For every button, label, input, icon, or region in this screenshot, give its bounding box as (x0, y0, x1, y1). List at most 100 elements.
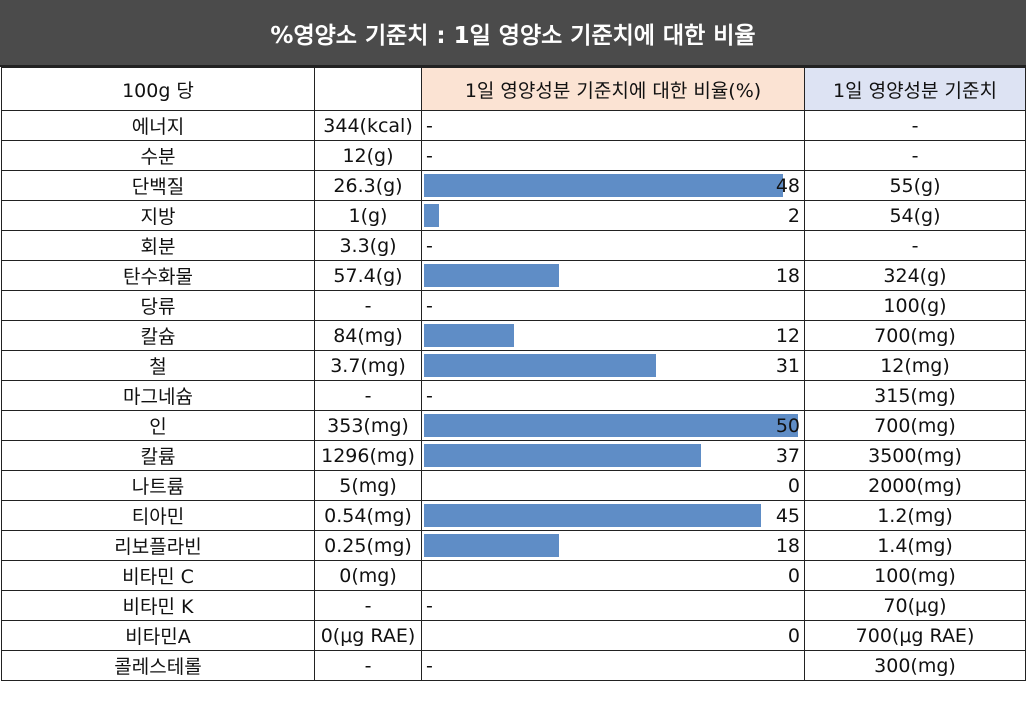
nutrient-name: 나트륨 (1, 470, 315, 501)
percent-value: 18 (775, 534, 800, 557)
nutrient-name: 칼슘 (1, 320, 315, 351)
percent-value: 31 (775, 354, 800, 377)
table-row: 칼륨 1296(mg) 37 3500(mg) (1, 440, 1026, 471)
percent-bar (424, 204, 439, 227)
table-row: 수분 12(g) - - (1, 140, 1026, 171)
nutrient-amount: 0(mg) (314, 560, 422, 591)
percent-cell: 31 (421, 350, 805, 381)
reference-value: 100(g) (804, 290, 1026, 321)
header-percent: 1일 영양성분 기준치에 대한 비율(%) (421, 67, 805, 111)
percent-value: 0 (787, 474, 800, 497)
percent-value: 0 (787, 564, 800, 587)
table-row: 에너지 344(kcal) - - (1, 110, 1026, 141)
table-row: 리보플라빈 0.25(mg) 18 1.4(mg) (1, 530, 1026, 561)
table-row: 철 3.7(mg) 31 12(mg) (1, 350, 1026, 381)
table-row: 당류 - -100(g) (1, 290, 1026, 321)
table-row: 나트륨 5(mg) 0 2000(mg) (1, 470, 1026, 501)
percent-bar (424, 324, 514, 347)
percent-cell: 0 (421, 620, 805, 651)
reference-value: 54(g) (804, 200, 1026, 231)
table-row: 비타민 C 0(mg) 0 100(mg) (1, 560, 1026, 591)
nutrient-name: 수분 (1, 140, 315, 171)
percent-value: 45 (775, 504, 800, 527)
nutrient-name: 마그네슘 (1, 380, 315, 411)
reference-value: 2000(mg) (804, 470, 1026, 501)
percent-bar (424, 534, 559, 557)
percent-value: 2 (787, 204, 800, 227)
percent-cell: - (421, 230, 805, 261)
nutrient-name: 단백질 (1, 170, 315, 201)
percent-value: 12 (775, 324, 800, 347)
percent-value: 0 (787, 624, 800, 647)
table-row: 비타민 K - -70(μg) (1, 590, 1026, 621)
percent-value: 18 (775, 264, 800, 287)
nutrient-name: 탄수화물 (1, 260, 315, 291)
table-row: 콜레스테롤 - -300(mg) (1, 650, 1026, 681)
nutrition-table: 100g 당 1일 영양성분 기준치에 대한 비율(%) 1일 영양성분 기준치… (1, 67, 1026, 681)
reference-value: 315(mg) (804, 380, 1026, 411)
percent-cell: 12 (421, 320, 805, 351)
percent-value: - (426, 234, 433, 257)
nutrient-name: 칼륨 (1, 440, 315, 471)
table-row: 티아민 0.54(mg) 45 1.2(mg) (1, 500, 1026, 531)
percent-value: - (426, 384, 433, 407)
reference-value: 100(mg) (804, 560, 1026, 591)
nutrient-amount: 57.4(g) (314, 260, 422, 291)
table-row: 비타민A 0(μg RAE) 0 700(μg RAE) (1, 620, 1026, 651)
header-name: 100g 당 (1, 67, 315, 111)
sheet-title: %영양소 기준치 : 1일 영양소 기준치에 대한 비율 (0, 0, 1026, 67)
percent-cell: 2 (421, 200, 805, 231)
percent-bar (424, 354, 656, 377)
reference-value: 324(g) (804, 260, 1026, 291)
percent-bar (424, 174, 783, 197)
nutrient-name: 당류 (1, 290, 315, 321)
percent-value: 37 (775, 444, 800, 467)
percent-cell: - (421, 140, 805, 171)
nutrient-amount: 0.54(mg) (314, 500, 422, 531)
reference-value: 1.4(mg) (804, 530, 1026, 561)
percent-cell: - (421, 650, 805, 681)
percent-cell: 0 (421, 560, 805, 591)
percent-value: - (426, 144, 433, 167)
percent-cell: - (421, 110, 805, 141)
nutrient-name: 인 (1, 410, 315, 441)
percent-cell: 0 (421, 470, 805, 501)
reference-value: 700(μg RAE) (804, 620, 1026, 651)
nutrient-amount: 0(μg RAE) (314, 620, 422, 651)
nutrient-name: 회분 (1, 230, 315, 261)
table-row: 칼슘 84(mg) 12 700(mg) (1, 320, 1026, 351)
table-row: 지방 1(g) 2 54(g) (1, 200, 1026, 231)
nutrient-name: 티아민 (1, 500, 315, 531)
reference-value: 700(mg) (804, 410, 1026, 441)
nutrient-name: 비타민 C (1, 560, 315, 591)
percent-value: 48 (775, 174, 800, 197)
nutrient-amount: 84(mg) (314, 320, 422, 351)
nutrient-amount: 3.3(g) (314, 230, 422, 261)
nutrient-name: 에너지 (1, 110, 315, 141)
nutrient-amount: - (314, 290, 422, 321)
percent-cell: 18 (421, 260, 805, 291)
percent-value: - (426, 654, 433, 677)
reference-value: 300(mg) (804, 650, 1026, 681)
nutrient-name: 콜레스테롤 (1, 650, 315, 681)
percent-cell: - (421, 380, 805, 411)
reference-value: 1.2(mg) (804, 500, 1026, 531)
header-row: 100g 당 1일 영양성분 기준치에 대한 비율(%) 1일 영양성분 기준치 (1, 67, 1026, 111)
nutrient-name: 비타민 K (1, 590, 315, 621)
percent-value: 50 (775, 414, 800, 437)
reference-value: 70(μg) (804, 590, 1026, 621)
reference-value: 700(mg) (804, 320, 1026, 351)
reference-value: - (804, 230, 1026, 261)
nutrient-amount: - (314, 650, 422, 681)
nutrient-name: 지방 (1, 200, 315, 231)
table-row: 탄수화물 57.4(g) 18 324(g) (1, 260, 1026, 291)
nutrient-name: 비타민A (1, 620, 315, 651)
percent-cell: - (421, 290, 805, 321)
nutrient-amount: - (314, 380, 422, 411)
nutrient-name: 리보플라빈 (1, 530, 315, 561)
nutrient-amount: 353(mg) (314, 410, 422, 441)
table-row: 단백질 26.3(g) 48 55(g) (1, 170, 1026, 201)
table-row: 회분 3.3(g) - - (1, 230, 1026, 261)
percent-bar (424, 414, 798, 437)
